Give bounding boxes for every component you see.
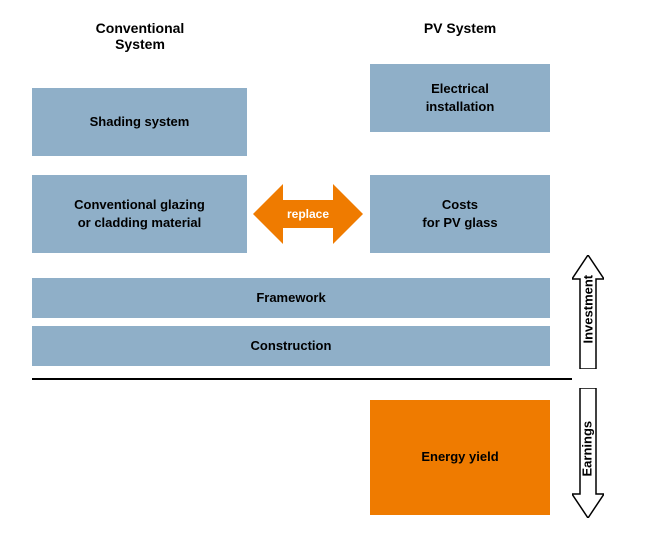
box-construction: Construction [32,326,550,366]
investment-label: Investment [581,284,596,344]
box-framework: Framework [32,278,550,318]
box-pv-glass-costs: Costsfor PV glass [370,175,550,253]
box-electrical-installation: Electricalinstallation [370,64,550,132]
replace-arrow-label: replace [287,207,329,221]
box-shading-system: Shading system [32,88,247,156]
header-pv: PV System [400,20,520,36]
replace-arrow: replace [253,176,363,252]
earnings-label: Earnings [580,427,595,477]
diagram-canvas: ConventionalSystem PV System Shading sys… [0,0,653,550]
box-energy-yield: Energy yield [370,400,550,515]
divider-line [32,378,572,380]
box-conventional-glazing: Conventional glazingor cladding material [32,175,247,253]
header-conventional: ConventionalSystem [80,20,200,52]
